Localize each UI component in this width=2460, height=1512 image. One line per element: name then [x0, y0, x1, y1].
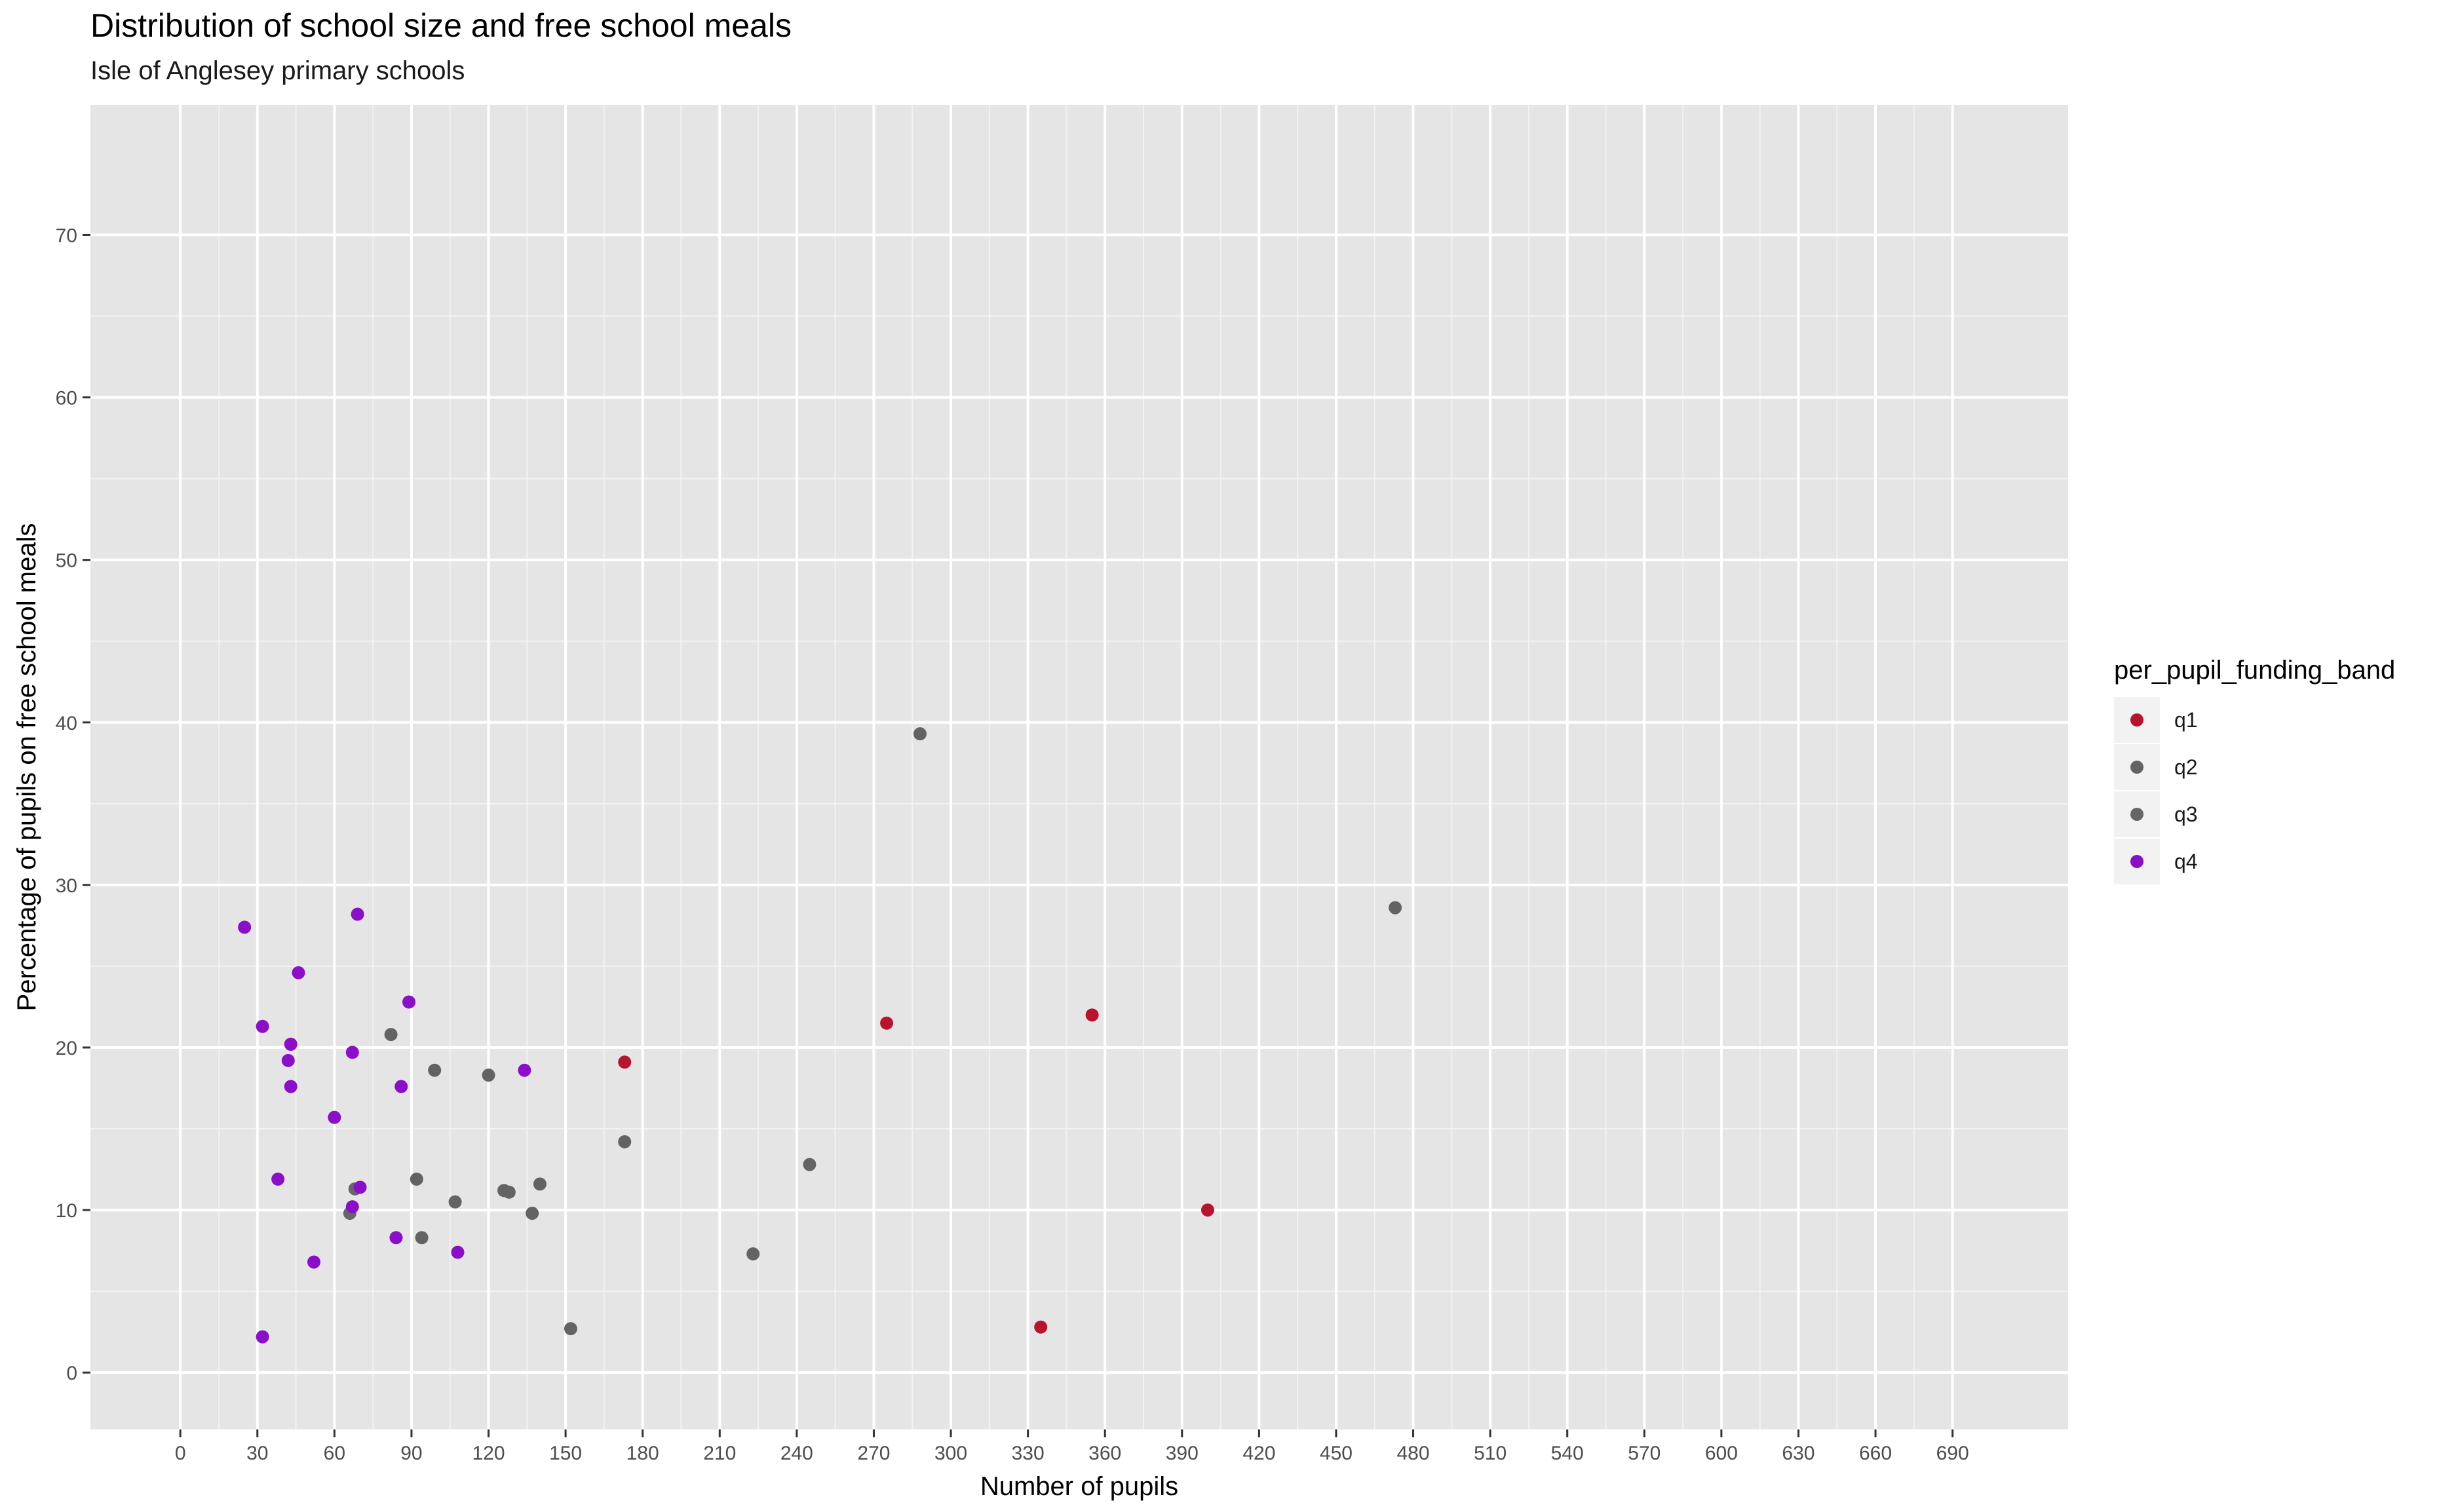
data-point-q4: [307, 1255, 320, 1269]
x-axis-title: Number of pupils: [980, 1472, 1178, 1501]
data-point-q4: [389, 1231, 403, 1245]
data-point-q1: [1201, 1203, 1214, 1217]
y-tick-label: 40: [56, 713, 77, 734]
x-tick-label: 120: [472, 1443, 505, 1464]
x-tick-label: 600: [1705, 1443, 1738, 1464]
y-axis-title: Percentage of pupils on free school meal…: [12, 523, 41, 1011]
data-point-q2: [526, 1207, 539, 1220]
data-point-q2: [502, 1185, 516, 1199]
data-point-q2: [448, 1195, 462, 1209]
x-tick-label: 240: [780, 1443, 813, 1464]
data-point-q2: [913, 727, 927, 741]
data-point-q4: [351, 907, 364, 921]
x-tick-label: 540: [1551, 1443, 1584, 1464]
data-point-q4: [328, 1110, 341, 1124]
x-tick-label: 360: [1088, 1443, 1121, 1464]
legend-key-q2: [2130, 761, 2143, 774]
x-tick-label: 60: [324, 1443, 345, 1464]
data-point-q4: [353, 1181, 367, 1194]
y-tick-label: 70: [56, 225, 77, 246]
data-point-q2: [533, 1177, 547, 1191]
data-point-q4: [345, 1200, 359, 1214]
x-tick-label: 510: [1474, 1443, 1507, 1464]
data-point-q4: [256, 1019, 269, 1033]
data-point-q4: [281, 1053, 295, 1067]
data-point-q2: [428, 1063, 442, 1077]
data-point-q2: [415, 1231, 429, 1245]
legend-title: per_pupil_funding_band: [2114, 656, 2395, 685]
chart-subtitle: Isle of Anglesey primary schools: [90, 56, 465, 85]
y-tick-label: 10: [56, 1200, 77, 1222]
y-tick-label: 20: [56, 1038, 77, 1059]
chart-title: Distribution of school size and free sch…: [90, 7, 792, 44]
data-point-q4: [256, 1330, 269, 1344]
data-point-q2: [1389, 901, 1402, 915]
legend-label-q2: q2: [2174, 755, 2198, 779]
x-tick-label: 30: [246, 1443, 268, 1464]
x-tick-label: 690: [1936, 1443, 1969, 1464]
data-point-q4: [518, 1063, 531, 1077]
data-point-q4: [451, 1245, 465, 1259]
data-point-q4: [394, 1080, 408, 1093]
x-tick-label: 390: [1166, 1443, 1199, 1464]
y-tick-label: 0: [66, 1363, 77, 1384]
data-point-q1: [1034, 1320, 1048, 1334]
major-gridlines: [90, 105, 2068, 1429]
x-tick-label: 630: [1782, 1443, 1815, 1464]
minor-gridlines: [90, 105, 2068, 1429]
legend: per_pupil_funding_band q1 q2 q3 q4: [2114, 656, 2395, 884]
legend-label-q4: q4: [2174, 850, 2198, 873]
y-tick-label: 50: [56, 550, 77, 572]
x-tick-label: 450: [1320, 1443, 1353, 1464]
data-point-q2: [746, 1247, 760, 1261]
y-axis: 0 10 20 30 40 50 60 70: [56, 225, 90, 1384]
x-tick-label: 420: [1242, 1443, 1275, 1464]
data-points: [238, 727, 1402, 1344]
x-tick-label: 150: [549, 1443, 582, 1464]
data-point-q2: [618, 1135, 632, 1148]
data-point-q4: [238, 920, 252, 934]
y-tick-label: 30: [56, 875, 77, 897]
data-point-q4: [284, 1038, 298, 1051]
x-tick-label: 570: [1628, 1443, 1661, 1464]
x-axis: 0 30 60 90 120 150 180 210 240 270 300 330 360 390 420…: [175, 1429, 1969, 1464]
x-tick-label: 660: [1859, 1443, 1892, 1464]
data-point-q4: [292, 966, 305, 979]
data-point-q4: [284, 1080, 298, 1093]
y-tick-label: 60: [56, 388, 77, 409]
data-point-q2: [482, 1068, 495, 1082]
data-point-q4: [271, 1172, 285, 1186]
data-point-q2: [564, 1322, 577, 1336]
x-tick-label: 180: [626, 1443, 659, 1464]
data-point-q1: [1085, 1008, 1099, 1022]
data-point-q4: [402, 995, 416, 1009]
x-tick-label: 300: [934, 1443, 967, 1464]
data-point-q4: [345, 1046, 359, 1059]
data-point-q2: [803, 1158, 817, 1171]
x-tick-label: 210: [703, 1443, 736, 1464]
data-point-q2: [384, 1028, 398, 1042]
plot-panel: [90, 105, 2068, 1429]
legend-label-q1: q1: [2174, 708, 2198, 732]
legend-key-q4: [2130, 855, 2143, 868]
legend-key-q3: [2130, 808, 2143, 821]
x-tick-label: 90: [400, 1443, 422, 1464]
data-point-q1: [618, 1055, 632, 1069]
legend-key-q1: [2130, 713, 2143, 727]
data-point-q2: [410, 1172, 423, 1186]
x-tick-label: 480: [1397, 1443, 1430, 1464]
data-point-q1: [880, 1016, 894, 1030]
x-tick-label: 270: [857, 1443, 890, 1464]
legend-label-q3: q3: [2174, 803, 2198, 826]
x-tick-label: 0: [175, 1443, 186, 1464]
x-tick-label: 330: [1012, 1443, 1045, 1464]
